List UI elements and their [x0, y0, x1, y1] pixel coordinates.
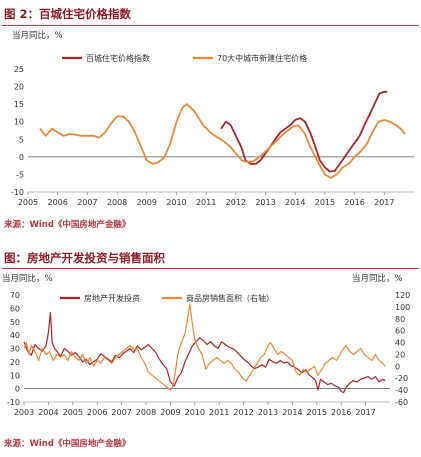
- y-tick-label: 70: [10, 291, 20, 300]
- y-tick-label: 10: [10, 371, 20, 380]
- x-tick-label: 2016: [344, 198, 364, 207]
- y-tick-label-right: -20: [395, 374, 408, 383]
- y-tick-label-right: 100: [395, 303, 410, 312]
- x-tick-label: 2008: [136, 408, 156, 417]
- series-line-2: [39, 103, 406, 179]
- x-tick-label: 2014: [282, 408, 302, 417]
- y-axis-label-right: 当月同比，%: [352, 273, 403, 284]
- y-tick-label-right: -60: [395, 398, 408, 407]
- y-tick-label: 60: [10, 304, 20, 313]
- x-tick-label: 2012: [233, 408, 253, 417]
- x-tick-label: 2007: [77, 198, 97, 207]
- figure1-title-rule: [2, 25, 419, 26]
- figure2-chart: 当月同比，% 当月同比，% -10 0 10 20 30 40 50 60 70 -60 -40 -20 0…: [2, 273, 410, 417]
- x-tick-label: 2003: [14, 408, 34, 417]
- y-tick-label: 25: [14, 65, 24, 74]
- x-tick-label: 2017: [355, 408, 375, 417]
- figure1-title: 图 2：百城住宅价格指数: [4, 7, 132, 21]
- y-tick-label-right: 20: [395, 350, 405, 359]
- y-tick-label: 20: [10, 358, 20, 367]
- y-tick-label: -5: [16, 170, 24, 179]
- x-tick-label: 2015: [307, 408, 327, 417]
- figure2-title-rule: [2, 268, 419, 269]
- x-tick-label: 2010: [166, 198, 186, 207]
- legend-label-2: 商品房销售面积（右轴）: [186, 293, 274, 303]
- x-tick-label: 2016: [331, 408, 351, 417]
- x-tick-label: 2014: [285, 198, 305, 207]
- x-tick-label: 2011: [196, 198, 216, 207]
- legend-label-1: 百城住宅价格指数: [86, 53, 150, 63]
- y-tick-label-right: 80: [395, 315, 405, 324]
- y-axis-label: 当月同比，%: [2, 273, 53, 284]
- x-tick-label: 2012: [226, 198, 246, 207]
- y-tick-label: 15: [14, 100, 24, 109]
- y-tick-label: 20: [14, 83, 24, 92]
- x-tick-label: 2009: [137, 198, 157, 207]
- y-tick-label-right: 60: [395, 327, 405, 336]
- y-tick-label: 0: [15, 385, 20, 394]
- y-tick-label: 0: [19, 153, 24, 162]
- x-tick-label: 2010: [185, 408, 205, 417]
- x-tick-label: 2005: [63, 408, 83, 417]
- y-tick-label: 30: [10, 345, 20, 354]
- y-tick-label-right: 0: [395, 362, 400, 371]
- x-tick-label: 2007: [111, 408, 131, 417]
- x-tick-label: 2006: [87, 408, 107, 417]
- figure1-source: 来源：Wind《中国房地产金融》: [4, 220, 131, 230]
- y-tick-label-right: 120: [395, 291, 410, 300]
- figure1-chart: 当月同比，% -10 -5 0 5 10 15 20 25 2005 2006 2007 2008 200…: [11, 30, 414, 207]
- y-tick-label: -10: [11, 188, 24, 197]
- x-tick-label: 2009: [160, 408, 180, 417]
- x-tick-label: 2015: [315, 198, 335, 207]
- figure2-title: 图：房地产开发投资与销售面积: [4, 251, 165, 265]
- x-tick-label: 2008: [107, 198, 127, 207]
- x-tick-label: 2004: [38, 408, 58, 417]
- legend-label-1: 房地产开发投资: [84, 293, 140, 303]
- x-tick-label: 2013: [258, 408, 278, 417]
- y-tick-label: 5: [19, 135, 24, 144]
- legend-label-2: 70大中城市新建住宅价格: [217, 53, 307, 63]
- x-tick-label: 2017: [374, 198, 394, 207]
- series-line-2: [23, 303, 386, 391]
- x-tick-label: 2013: [255, 198, 275, 207]
- y-tick-label: 50: [10, 318, 20, 327]
- x-tick-label: 2005: [18, 198, 38, 207]
- x-tick-label: 2006: [48, 198, 68, 207]
- y-tick-label: 40: [10, 331, 20, 340]
- y-tick-label-right: -40: [395, 386, 408, 395]
- y-tick-label-right: 40: [395, 339, 405, 348]
- y-axis-label: 当月同比，%: [12, 30, 63, 41]
- x-tick-label: 2011: [209, 408, 229, 417]
- y-tick-label: -10: [7, 398, 20, 407]
- figure2-source: 来源：Wind《中国房地产金融》: [4, 439, 131, 449]
- y-tick-label: 10: [14, 118, 24, 127]
- series-line-1: [23, 311, 386, 394]
